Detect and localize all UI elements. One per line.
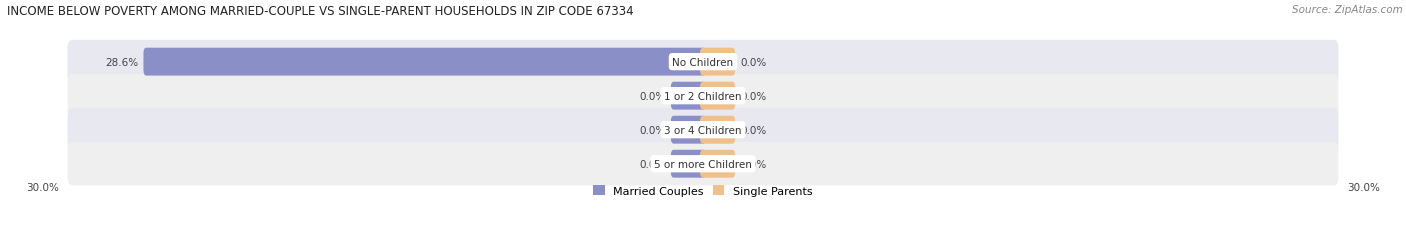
FancyBboxPatch shape (671, 116, 706, 144)
Text: 0.0%: 0.0% (640, 125, 666, 135)
Text: 28.6%: 28.6% (105, 57, 139, 67)
Legend: Married Couples, Single Parents: Married Couples, Single Parents (593, 186, 813, 196)
FancyBboxPatch shape (67, 75, 1339, 118)
Text: 0.0%: 0.0% (740, 57, 766, 67)
Text: 0.0%: 0.0% (640, 159, 666, 169)
Text: 0.0%: 0.0% (740, 91, 766, 101)
FancyBboxPatch shape (67, 108, 1339, 152)
Text: 30.0%: 30.0% (1347, 182, 1381, 192)
Text: 5 or more Children: 5 or more Children (654, 159, 752, 169)
Text: Source: ZipAtlas.com: Source: ZipAtlas.com (1292, 5, 1403, 15)
Text: 0.0%: 0.0% (640, 91, 666, 101)
FancyBboxPatch shape (143, 49, 706, 76)
FancyBboxPatch shape (67, 142, 1339, 186)
Text: 0.0%: 0.0% (740, 159, 766, 169)
FancyBboxPatch shape (67, 41, 1339, 84)
FancyBboxPatch shape (671, 82, 706, 110)
FancyBboxPatch shape (700, 49, 735, 76)
Text: 1 or 2 Children: 1 or 2 Children (664, 91, 742, 101)
Text: 3 or 4 Children: 3 or 4 Children (664, 125, 742, 135)
Text: INCOME BELOW POVERTY AMONG MARRIED-COUPLE VS SINGLE-PARENT HOUSEHOLDS IN ZIP COD: INCOME BELOW POVERTY AMONG MARRIED-COUPL… (7, 5, 634, 18)
FancyBboxPatch shape (700, 116, 735, 144)
Text: 30.0%: 30.0% (25, 182, 59, 192)
FancyBboxPatch shape (671, 150, 706, 178)
Text: 0.0%: 0.0% (740, 125, 766, 135)
FancyBboxPatch shape (700, 82, 735, 110)
FancyBboxPatch shape (700, 150, 735, 178)
Text: No Children: No Children (672, 57, 734, 67)
